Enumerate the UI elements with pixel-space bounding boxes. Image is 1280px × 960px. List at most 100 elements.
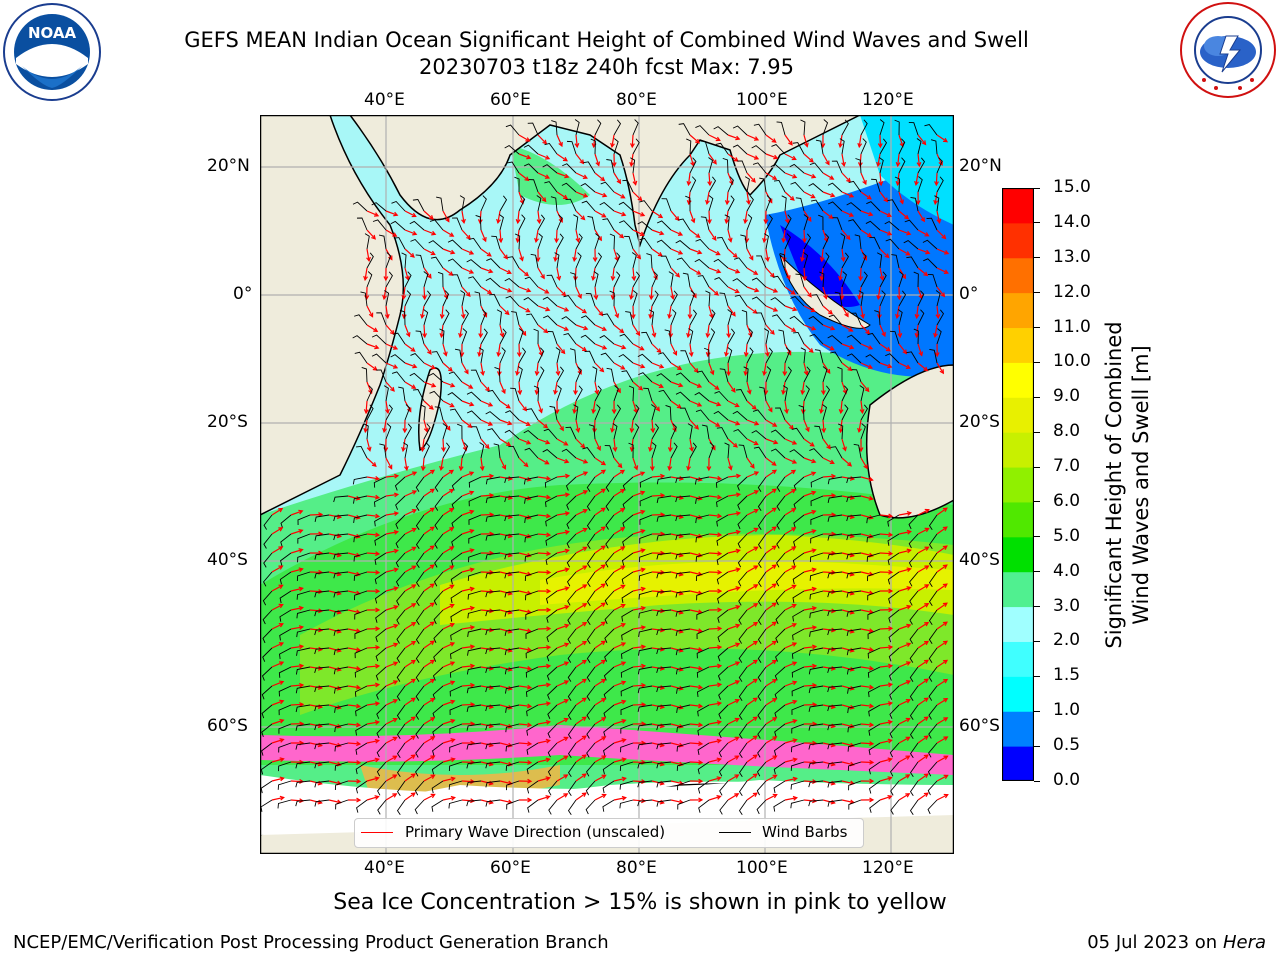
- wind-barb: [757, 647, 767, 663]
- wave-direction-arrow: [480, 248, 492, 257]
- wind-barb: [656, 552, 672, 560]
- wave-direction-arrowhead: [934, 352, 940, 358]
- wind-barb: [567, 590, 577, 606]
- wave-direction-arrow: [594, 736, 606, 744]
- wave-direction-arrow: [347, 704, 360, 708]
- wave-direction-arrowhead: [526, 514, 532, 520]
- wave-direction-arrowhead: [401, 294, 407, 301]
- wave-direction-arrow: [936, 698, 948, 706]
- wind-barb: [433, 628, 444, 644]
- wave-direction-arrowhead: [450, 699, 456, 705]
- wave-direction-arrowhead: [943, 736, 949, 741]
- wave-direction-arrow: [518, 457, 529, 467]
- wave-direction-arrowhead: [279, 718, 285, 724]
- wave-direction-arrow: [518, 400, 527, 411]
- wave-direction-arrow: [575, 471, 588, 478]
- wave-direction-arrow: [499, 229, 502, 243]
- wave-direction-arrowhead: [410, 678, 417, 684]
- wave-direction-arrow: [765, 717, 777, 725]
- wind-barb: [278, 685, 292, 697]
- wave-direction-arrowhead: [868, 495, 874, 501]
- wave-direction-arrowhead: [812, 683, 818, 688]
- wind-barb: [621, 552, 634, 566]
- wind-barb: [505, 742, 520, 752]
- wind-barb: [930, 139, 938, 155]
- wave-direction-arrow: [537, 552, 551, 555]
- wind-barb: [906, 256, 919, 269]
- wind-barb: [518, 195, 526, 212]
- wind-barb: [713, 126, 729, 136]
- wave-direction-arrowhead: [600, 176, 606, 182]
- wave-direction-arrow: [917, 527, 929, 535]
- wind-barb: [866, 571, 881, 582]
- wave-direction-arrow: [858, 134, 862, 147]
- wave-direction-arrowhead: [544, 174, 551, 179]
- wind-barb: [778, 329, 786, 345]
- wave-direction-arrowhead: [527, 760, 533, 765]
- lat-label-left-40s: 40°S: [207, 550, 248, 570]
- wind-barb: [514, 176, 520, 193]
- wave-direction-arrow: [613, 305, 619, 318]
- wave-direction-arrow: [499, 248, 508, 259]
- wave-direction-arrow: [556, 305, 569, 312]
- wave-direction-arrowhead: [915, 200, 921, 206]
- wind-barb: [738, 685, 748, 701]
- wave-direction-arrowhead: [430, 793, 436, 799]
- colorbar-segment: [1002, 292, 1034, 329]
- wave-direction-arrowhead: [942, 526, 948, 531]
- wind-barb: [792, 142, 805, 155]
- wave-direction-arrow: [480, 419, 493, 426]
- wind-barb: [757, 628, 767, 644]
- wave-direction-arrowhead: [582, 174, 588, 179]
- wind-barb: [586, 552, 596, 569]
- wind-barb: [565, 426, 577, 440]
- wind-barb: [639, 514, 653, 525]
- wind-barb: [637, 666, 653, 675]
- wave-direction-arrow: [746, 697, 758, 706]
- wind-barb: [719, 292, 729, 307]
- wave-direction-arrowhead: [649, 466, 655, 472]
- wave-direction-arrowhead: [866, 194, 872, 200]
- wave-direction-arrow: [423, 717, 435, 725]
- wave-direction-arrow: [708, 362, 714, 375]
- wave-direction-arrowhead: [581, 754, 587, 759]
- wave-direction-arrowhead: [422, 295, 427, 301]
- wind-barb: [619, 220, 634, 231]
- wind-barb: [468, 533, 482, 544]
- wave-direction-arrowhead: [830, 627, 837, 633]
- wind-barb: [454, 348, 463, 364]
- wind-barb: [504, 476, 520, 484]
- wind-barb: [705, 290, 711, 307]
- wave-direction-arrow: [613, 527, 625, 535]
- wind-barb: [296, 590, 311, 600]
- wave-direction-arrow: [575, 697, 587, 706]
- wave-direction-arrowhead: [878, 181, 884, 187]
- colorbar-tick-label: 14.0: [1053, 211, 1091, 232]
- wave-direction-arrowhead: [564, 511, 571, 516]
- wave-direction-arrowhead: [563, 717, 569, 723]
- wave-direction-arrow: [461, 471, 474, 478]
- wave-direction-arrow: [917, 622, 929, 630]
- wave-direction-arrowhead: [375, 626, 381, 632]
- wave-direction-arrowhead: [876, 294, 882, 301]
- wind-barb: [378, 234, 387, 250]
- wave-direction-arrow: [271, 661, 284, 668]
- wave-direction-arrowhead: [507, 666, 513, 672]
- wave-direction-arrow: [651, 475, 665, 478]
- wave-direction-arrowhead: [541, 197, 547, 203]
- wave-direction-arrowhead: [811, 490, 817, 496]
- wave-direction-arrow: [575, 305, 587, 314]
- wave-direction-arrow: [879, 702, 892, 706]
- wave-direction-arrowhead: [355, 628, 361, 634]
- wind-barb: [466, 780, 482, 788]
- wind-barb: [355, 704, 368, 717]
- wind-barb: [602, 218, 615, 231]
- wave-direction-arrow: [404, 659, 416, 668]
- wave-direction-arrowhead: [449, 603, 455, 609]
- wind-barb: [548, 799, 558, 815]
- wave-direction-arrow: [404, 754, 416, 763]
- wave-direction-arrow: [404, 471, 417, 478]
- wave-direction-arrow: [765, 774, 777, 782]
- wave-direction-arrow: [575, 324, 588, 330]
- wave-direction-arrow: [917, 678, 929, 687]
